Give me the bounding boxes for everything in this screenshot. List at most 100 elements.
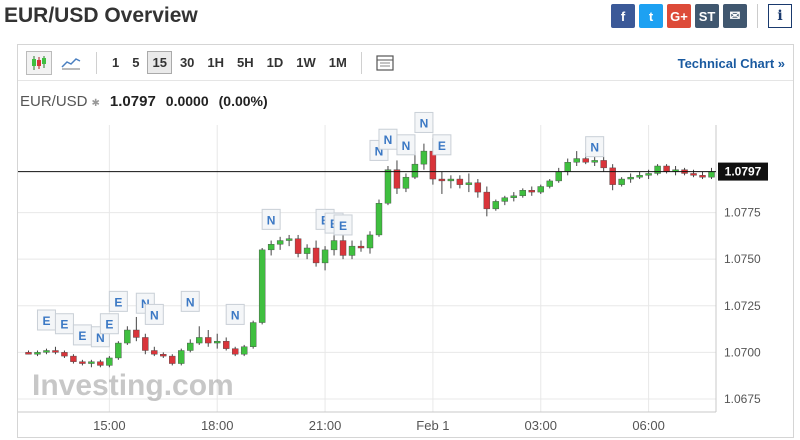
candle-body (169, 355, 176, 364)
timeframe-group: 1 5 15 30 1H 5H 1D 1W 1M (107, 51, 355, 74)
price-change-percent: (0.00%) (218, 93, 268, 109)
candle-body (483, 191, 491, 210)
candle-body (411, 163, 419, 178)
event-marker-box (99, 313, 119, 335)
candle-body (519, 190, 526, 197)
candle-body (393, 169, 401, 189)
candle-body (546, 180, 553, 187)
y-tick-label: 1.0700 (724, 345, 761, 359)
timeframe-1H[interactable]: 1H (207, 55, 225, 70)
candle-body (690, 173, 697, 176)
event-marker-label: E (438, 139, 446, 153)
x-tick-label: 21:00 (309, 418, 342, 433)
price-change: 0.0000 (165, 93, 209, 109)
toolbar-divider (360, 51, 362, 74)
candle-body (43, 350, 50, 353)
area-chart-icon[interactable] (58, 51, 84, 75)
candle-body (205, 337, 212, 344)
candle-body (34, 352, 41, 355)
quote-line: EUR/USD ✱ 1.0797 0.0000 (0.00%) (20, 93, 268, 110)
candle-body (492, 201, 500, 210)
candle-body (267, 244, 275, 251)
candle-body (330, 240, 338, 251)
symbol-star-icon: ✱ (91, 98, 100, 109)
current-price-label: 1.0797 (725, 165, 762, 179)
candle-body (187, 342, 194, 351)
y-tick-label: 1.0750 (724, 252, 761, 266)
timeframe-1W[interactable]: 1W (296, 55, 316, 70)
event-marker-label: E (339, 219, 347, 233)
chart-toolbar: 1 5 15 30 1H 5H 1D 1W 1M Technical Chart » (18, 45, 793, 81)
table-view-icon[interactable] (372, 51, 398, 75)
candlestick-chart-icon[interactable] (26, 50, 52, 75)
twitter-icon[interactable]: t (639, 4, 663, 28)
timeframe-5H[interactable]: 5H (237, 55, 254, 70)
candle-body (357, 245, 365, 249)
share-bar: f t G+ ST ✉ i (611, 4, 792, 28)
event-marker-label: N (384, 133, 393, 147)
candle-body (142, 337, 149, 351)
candle-body (294, 238, 302, 254)
candle-body (25, 352, 32, 355)
event-marker-label: N (231, 308, 240, 322)
candle-body (312, 247, 320, 264)
event-marker-box (144, 303, 164, 325)
candle-body (591, 160, 598, 163)
candle-body (420, 150, 428, 165)
event-marker-box (432, 134, 452, 156)
candle-body (52, 350, 59, 353)
candle-body (447, 178, 455, 182)
timeframe-15[interactable]: 15 (147, 51, 172, 74)
event-marker-label: E (114, 295, 122, 309)
event-marker-label: N (402, 139, 411, 153)
timeframe-1[interactable]: 1 (112, 55, 120, 70)
candle-body (88, 361, 95, 364)
candle-body (384, 169, 392, 204)
candle-body (600, 160, 607, 169)
candle-body (708, 171, 715, 178)
candle-body (321, 249, 329, 264)
timeframe-5[interactable]: 5 (132, 55, 140, 70)
facebook-icon[interactable]: f (611, 4, 635, 28)
candle-body (106, 357, 113, 366)
candle-body (402, 176, 410, 189)
candle-body (249, 322, 257, 347)
chart-panel: 1 5 15 30 1H 5H 1D 1W 1M Technical Chart » EUR/U… (17, 44, 794, 438)
candle-body (438, 178, 446, 182)
technical-chart-link[interactable]: Technical Chart » (677, 56, 785, 71)
candle-body (115, 342, 122, 359)
event-marker-label: N (267, 213, 276, 227)
candle-body (124, 329, 131, 344)
candle-body (223, 340, 230, 349)
x-tick-label: 18:00 (201, 418, 234, 433)
google-plus-icon[interactable]: G+ (667, 4, 691, 28)
candle-body (178, 350, 185, 364)
info-icon[interactable]: i (768, 4, 792, 28)
candle-body (636, 175, 643, 178)
event-marker-box (225, 303, 245, 325)
timeframe-30[interactable]: 30 (179, 55, 195, 70)
stocktwits-icon[interactable]: ST (695, 4, 719, 28)
share-divider (757, 4, 758, 28)
candle-body (474, 182, 482, 193)
event-marker-label: E (60, 318, 68, 332)
timeframe-1D[interactable]: 1D (266, 55, 284, 70)
candle-body (70, 355, 77, 362)
x-tick-label: 15:00 (93, 418, 126, 433)
event-marker-label: E (42, 314, 50, 328)
event-marker-label: N (375, 144, 384, 158)
email-icon[interactable]: ✉ (723, 4, 747, 28)
candle-body (97, 361, 104, 366)
candle-body (564, 162, 571, 172)
candle-body (240, 346, 248, 355)
candle-body (258, 249, 266, 323)
candle-body (555, 171, 562, 182)
x-tick-label: Feb 1 (416, 418, 449, 433)
candle-body (528, 190, 535, 193)
candle-body (645, 173, 652, 176)
event-marker-box (261, 208, 281, 230)
event-marker-box (54, 313, 74, 335)
timeframe-1M[interactable]: 1M (328, 55, 347, 70)
candle-body (609, 167, 616, 185)
x-tick-label: 06:00 (632, 418, 665, 433)
